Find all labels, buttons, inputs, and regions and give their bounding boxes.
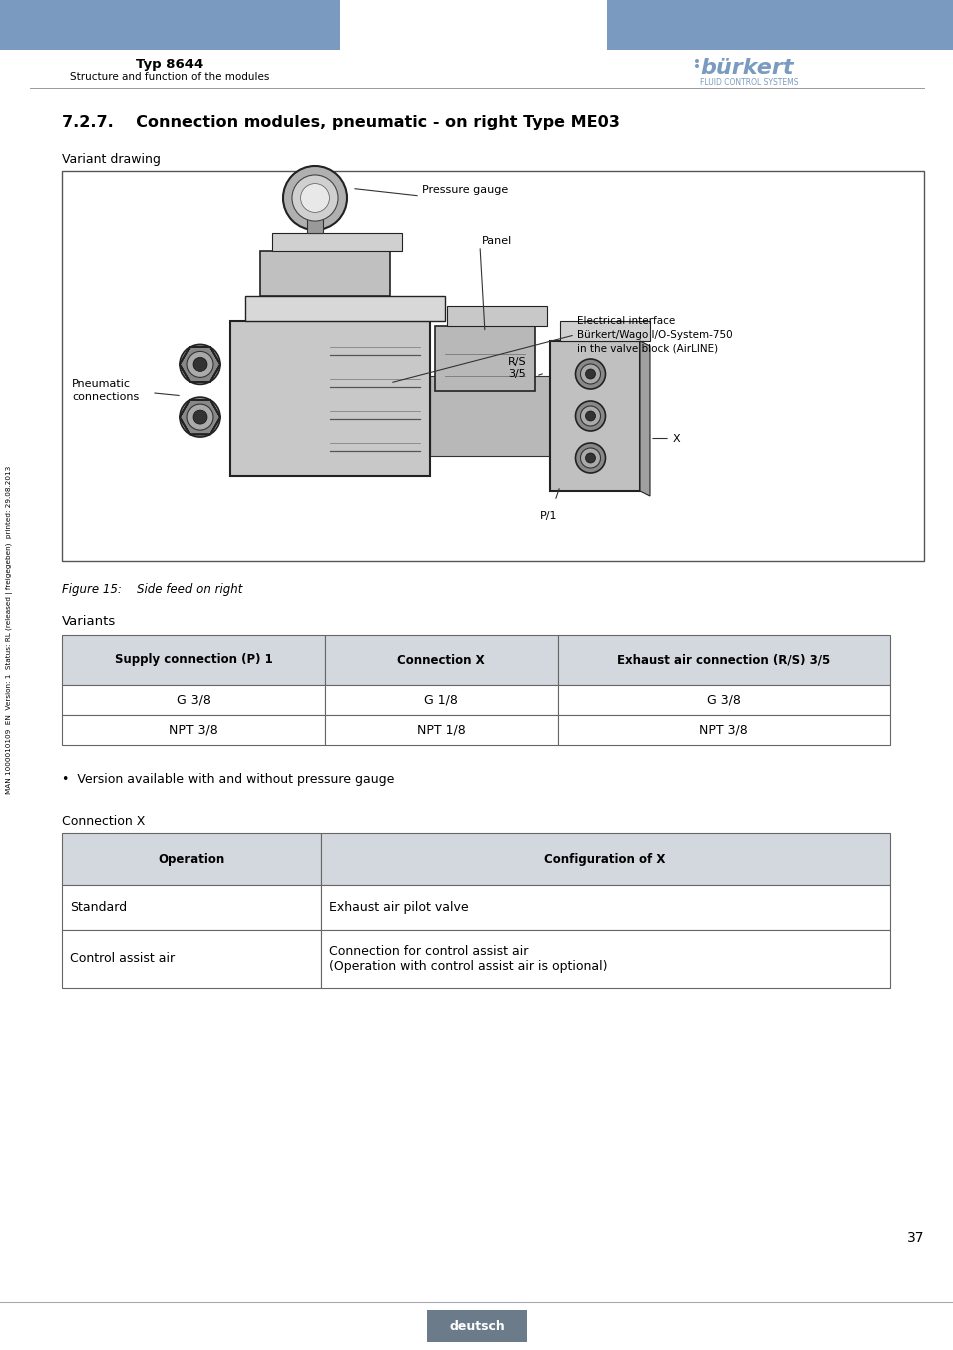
Bar <box>606 0 953 50</box>
Bar <box>558 716 888 745</box>
Circle shape <box>575 443 605 472</box>
Text: G 3/8: G 3/8 <box>706 694 740 706</box>
Circle shape <box>193 410 207 424</box>
Circle shape <box>585 369 595 379</box>
Circle shape <box>579 364 599 383</box>
Bar <box>62 684 325 716</box>
Circle shape <box>300 184 329 212</box>
Circle shape <box>579 448 599 468</box>
Text: Structure and function of the modules: Structure and function of the modules <box>71 72 270 82</box>
Bar <box>558 684 888 716</box>
Circle shape <box>187 351 213 378</box>
Circle shape <box>283 166 347 230</box>
Circle shape <box>180 397 220 437</box>
Bar <box>260 251 390 296</box>
Circle shape <box>575 359 605 389</box>
Bar <box>427 1310 526 1342</box>
Text: MAN 1000010109  EN  Version: 1  Status: RL (released | freigegeben)  printed: 29: MAN 1000010109 EN Version: 1 Status: RL … <box>7 466 13 794</box>
Circle shape <box>585 410 595 421</box>
Bar <box>559 321 649 342</box>
Bar <box>230 321 430 477</box>
Bar <box>272 234 401 251</box>
Text: Control assist air: Control assist air <box>70 953 175 965</box>
Text: Electrical interface
Bürkert/Wago I/O-System-750
in the valve block (AirLINE): Electrical interface Bürkert/Wago I/O-Sy… <box>577 316 732 354</box>
Bar <box>325 634 558 684</box>
Bar <box>62 886 320 930</box>
Bar <box>62 716 325 745</box>
Text: Exhaust air connection (R/S) 3/5: Exhaust air connection (R/S) 3/5 <box>617 653 829 667</box>
Circle shape <box>187 404 213 431</box>
Bar <box>447 306 546 325</box>
Polygon shape <box>639 342 649 495</box>
Bar <box>558 634 888 684</box>
Text: FLUID CONTROL SYSTEMS: FLUID CONTROL SYSTEMS <box>700 78 798 86</box>
Bar <box>62 833 320 886</box>
Text: NPT 3/8: NPT 3/8 <box>169 724 217 737</box>
Circle shape <box>585 454 595 463</box>
Text: R/S
3/5: R/S 3/5 <box>507 356 526 379</box>
Bar <box>325 684 558 716</box>
Text: Operation: Operation <box>158 852 224 865</box>
Text: Pneumatic
connections: Pneumatic connections <box>71 379 139 402</box>
Text: Variants: Variants <box>62 616 116 628</box>
Text: X: X <box>672 433 679 444</box>
Text: Variant drawing: Variant drawing <box>62 153 161 166</box>
Bar <box>0 0 339 50</box>
Text: NPT 1/8: NPT 1/8 <box>416 724 465 737</box>
Text: 7.2.7.    Connection modules, pneumatic - on right Type ME03: 7.2.7. Connection modules, pneumatic - o… <box>62 115 619 130</box>
Text: Pressure gauge: Pressure gauge <box>421 185 508 194</box>
Bar <box>325 716 558 745</box>
Text: Connection for control assist air
(Operation with control assist air is optional: Connection for control assist air (Opera… <box>328 945 606 973</box>
Text: G 1/8: G 1/8 <box>424 694 457 706</box>
Bar <box>245 296 444 321</box>
Text: Panel: Panel <box>481 236 512 246</box>
Circle shape <box>180 344 220 385</box>
Bar <box>430 377 550 456</box>
Text: 37: 37 <box>905 1231 923 1245</box>
Text: Side feed on right: Side feed on right <box>122 583 242 595</box>
Text: Connection X: Connection X <box>397 653 484 667</box>
Bar <box>320 930 888 988</box>
Text: bürkert: bürkert <box>700 58 793 78</box>
Circle shape <box>292 176 337 221</box>
Text: deutsch: deutsch <box>449 1319 504 1332</box>
Text: Standard: Standard <box>70 900 127 914</box>
Bar <box>62 171 923 562</box>
Text: G 3/8: G 3/8 <box>176 694 211 706</box>
Bar <box>62 634 325 684</box>
Text: Supply connection (P) 1: Supply connection (P) 1 <box>114 653 272 667</box>
Bar <box>307 216 323 234</box>
Circle shape <box>695 63 699 68</box>
Text: Typ 8644: Typ 8644 <box>136 58 203 72</box>
Circle shape <box>579 406 599 427</box>
Text: Connection X: Connection X <box>62 815 145 828</box>
Text: •  Version available with and without pressure gauge: • Version available with and without pre… <box>62 774 394 786</box>
Circle shape <box>193 358 207 371</box>
Text: NPT 3/8: NPT 3/8 <box>699 724 747 737</box>
Text: Exhaust air pilot valve: Exhaust air pilot valve <box>328 900 468 914</box>
Bar <box>435 325 535 391</box>
Bar <box>62 930 320 988</box>
Bar <box>320 886 888 930</box>
Circle shape <box>695 59 699 63</box>
Text: P/1: P/1 <box>539 512 557 521</box>
Bar <box>550 342 639 491</box>
Circle shape <box>575 401 605 431</box>
Text: Configuration of X: Configuration of X <box>544 852 665 865</box>
Bar <box>320 833 888 886</box>
Text: Figure 15:: Figure 15: <box>62 583 122 595</box>
